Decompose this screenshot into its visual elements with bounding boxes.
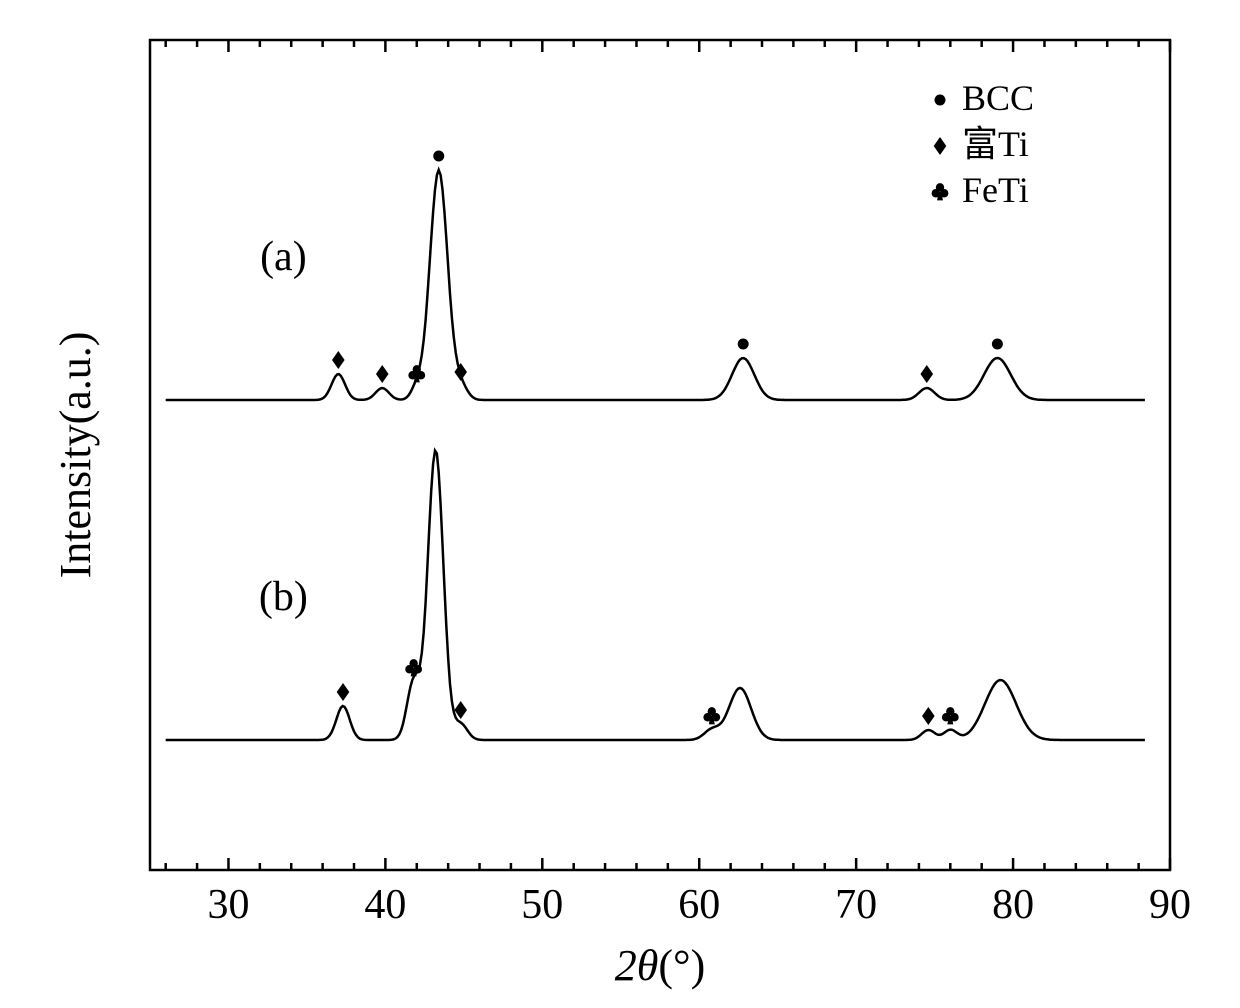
xrd-pattern-b: (b) (166, 451, 1145, 740)
circle-icon (935, 95, 946, 106)
xrd-chart: 30 40 50 60 70 80 90 2θ(°) Intensity(a.u.) (a) (b)… (0, 0, 1240, 1008)
y-axis-label: Intensity(a.u.) (51, 332, 100, 579)
circle-icon (738, 339, 749, 350)
plot-frame (150, 40, 1170, 870)
x-tick-label: 90 (1149, 882, 1191, 928)
diamond-icon (922, 707, 935, 725)
x-axis-label: 2θ(°) (615, 941, 706, 990)
x-tick-label: 70 (835, 882, 877, 928)
x-tick-label: 30 (207, 882, 249, 928)
legend: BCC 富Ti FeTi (932, 78, 1034, 210)
club-icon (932, 183, 949, 200)
x-tick-label: 50 (521, 882, 563, 928)
circle-icon (433, 151, 444, 162)
diamond-icon (934, 137, 947, 155)
diamond-icon (920, 365, 933, 383)
diamond-icon (376, 365, 389, 383)
x-tick-label: 60 (678, 882, 720, 928)
circle-icon (992, 339, 1003, 350)
club-icon (703, 707, 720, 724)
legend-item-label: 富Ti (962, 124, 1029, 164)
club-icon (942, 707, 959, 724)
pattern-label: (b) (259, 574, 308, 620)
x-tick-label: 80 (992, 882, 1034, 928)
diamond-icon (337, 683, 350, 701)
legend-item-label: BCC (962, 78, 1034, 118)
diamond-icon (332, 351, 345, 369)
legend-item-label: FeTi (962, 170, 1029, 210)
x-tick-label: 40 (364, 882, 406, 928)
pattern-label: (a) (260, 234, 307, 280)
xrd-trace (166, 451, 1145, 740)
diamond-icon (454, 363, 467, 381)
